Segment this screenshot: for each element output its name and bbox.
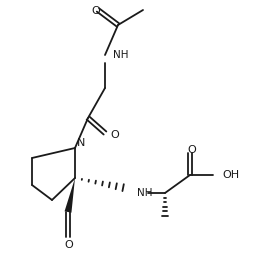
Text: NH: NH bbox=[113, 50, 128, 60]
Text: N: N bbox=[77, 138, 85, 148]
Text: O: O bbox=[92, 6, 100, 16]
Text: NH: NH bbox=[137, 188, 152, 198]
Text: OH: OH bbox=[222, 170, 239, 180]
Text: O: O bbox=[111, 130, 119, 140]
Polygon shape bbox=[64, 178, 75, 213]
Text: O: O bbox=[188, 145, 196, 155]
Text: O: O bbox=[64, 240, 73, 250]
